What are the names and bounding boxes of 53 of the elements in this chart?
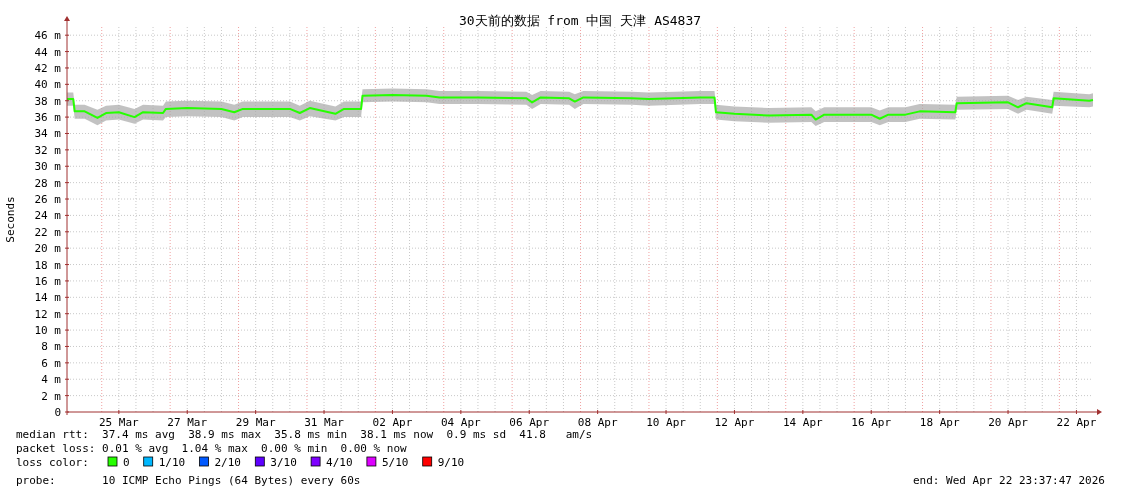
- x-tick-label: 25 Mar: [98, 416, 140, 429]
- legend-label: 1/10: [158, 456, 186, 469]
- text: end: Wed Apr 22 23:37:47 2026: [912, 474, 1105, 487]
- y-tick-label: 22 m: [34, 225, 62, 239]
- text: packet loss: 0.01 % avg 1.04 % max 0.00 % min 0.00 % now: [16, 442, 408, 455]
- legend-label: 9/10: [437, 456, 465, 469]
- x-tick-label: 16 Apr: [851, 416, 892, 429]
- y-tick-label: 42 m: [34, 61, 62, 75]
- legend-label: 0: [123, 456, 130, 469]
- y-tick-label: 28 m: [34, 176, 62, 190]
- x-tick-label: 06 Apr: [509, 416, 550, 429]
- x-tick-label: 04 Apr: [440, 416, 482, 429]
- legend-label: 4/10: [326, 456, 353, 469]
- legend-title: loss color:: [16, 456, 89, 469]
- y-tick-label: 40 m: [34, 78, 62, 92]
- y-tick-label: 20 m: [34, 242, 62, 256]
- y-tick-label: 44 m: [34, 45, 62, 59]
- y-tick-label: 16 m: [34, 274, 62, 288]
- x-tick-label: 18 Apr: [919, 416, 960, 429]
- chart-title: 30天前的数据 from 中国 天津 AS4837: [458, 13, 702, 28]
- x-tick-label: 20 Apr: [988, 416, 1029, 429]
- y-tick-label: 10 m: [34, 324, 62, 338]
- x-tick-label: 22 Apr: [1056, 416, 1097, 429]
- x-tick-label: 12 Apr: [714, 416, 755, 429]
- y-tick-label: 24 m: [34, 209, 62, 223]
- y-tick-label: 0: [54, 406, 61, 419]
- text: median rtt: 37.4 ms avg 38.9 ms max 35.8 ms min 38.1 ms now 0.9 ms sd 41.8 am/s: [16, 428, 593, 441]
- y-tick-label: 14 m: [34, 291, 62, 305]
- x-tick-label: 10 Apr: [646, 416, 687, 429]
- y-tick-label: 12 m: [34, 307, 62, 321]
- y-tick-label: 18 m: [34, 258, 62, 272]
- y-tick-label: 6 m: [41, 356, 62, 370]
- legend-label: 5/10: [381, 456, 409, 469]
- x-tick-label: 27 Mar: [167, 416, 208, 429]
- text: probe: 10 ICMP Echo Pings (64 Bytes) every 60s: [16, 474, 361, 487]
- y-axis-title: Seconds: [4, 196, 17, 243]
- x-tick-label: 29 Mar: [235, 416, 276, 429]
- x-tick-label: 14 Apr: [782, 416, 824, 429]
- legend-label: 3/10: [270, 456, 297, 469]
- y-tick-label: 32 m: [34, 143, 62, 157]
- y-tick-label: 36 m: [34, 111, 62, 125]
- y-tick-label: 30 m: [34, 160, 62, 174]
- y-tick-label: 46 m: [34, 29, 62, 43]
- x-tick-label: 02 Apr: [372, 416, 413, 429]
- y-tick-label: 8 m: [41, 340, 62, 354]
- y-tick-label: 38 m: [34, 94, 62, 108]
- x-tick-label: 31 Mar: [304, 416, 345, 429]
- y-tick-label: 26 m: [34, 193, 62, 207]
- y-tick-label: 4 m: [41, 373, 62, 387]
- legend-label: 2/10: [214, 456, 241, 469]
- y-tick-label: 34 m: [34, 127, 62, 141]
- y-tick-label: 2 m: [41, 389, 62, 403]
- x-tick-label: 08 Apr: [577, 416, 618, 429]
